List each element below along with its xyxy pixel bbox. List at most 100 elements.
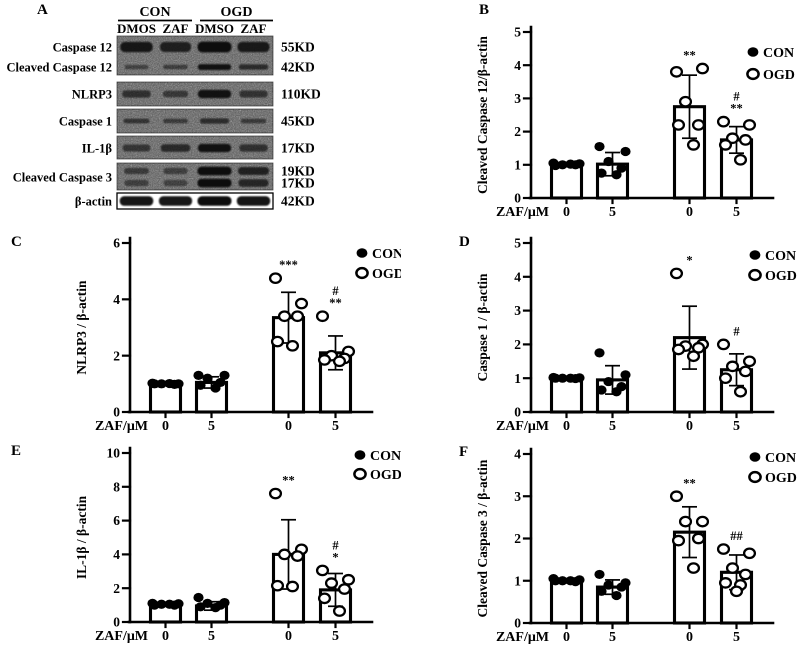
blot-band <box>158 196 193 206</box>
y-axis-title: IL-1β / β-actin <box>74 495 89 579</box>
data-point-open <box>315 310 330 323</box>
blot-row-label: β-actin <box>75 195 112 209</box>
data-point-filled <box>164 378 175 389</box>
x-tick-label: 0 <box>563 205 570 220</box>
y-tick-label: 0 <box>113 615 120 630</box>
x-axis-title: ZAF/μM <box>496 630 549 645</box>
y-tick-label: 4 <box>113 547 120 562</box>
data-point-open <box>270 579 285 592</box>
x-tick-label: 0 <box>686 630 693 645</box>
data-point-open <box>268 487 283 500</box>
scatter-points <box>315 564 356 617</box>
data-point-open <box>718 372 733 385</box>
data-point-filled <box>557 576 568 586</box>
legend-marker-filled-circle <box>356 248 368 258</box>
y-tick-label: 2 <box>514 531 521 546</box>
blot-band <box>197 64 232 70</box>
blot-group-header: OGD <box>221 5 253 20</box>
data-point-open <box>738 365 753 378</box>
data-point-filled <box>596 586 607 596</box>
blot-band <box>120 41 153 53</box>
x-tick-label: 0 <box>563 419 570 434</box>
scatter-points <box>268 487 309 593</box>
scatter-points <box>716 543 757 598</box>
blot-band <box>122 90 151 98</box>
x-tick-label: 5 <box>332 629 339 644</box>
data-point-open <box>270 335 285 348</box>
y-tick-label: 1 <box>514 371 521 386</box>
blot-band <box>237 41 270 53</box>
data-point-filled <box>550 160 561 171</box>
significance-annotation: # <box>332 538 339 552</box>
molecular-weight-label: 55KD <box>281 40 315 55</box>
scatter-points <box>594 141 631 180</box>
blot-row-label: Cleaved Caspase 12 <box>6 61 112 75</box>
data-point-filled <box>596 385 607 395</box>
legend-marker-open-circle <box>353 467 367 481</box>
significance-annotation: ** <box>683 476 696 490</box>
significance-annotation: ** <box>683 49 696 63</box>
data-point-open <box>671 343 686 356</box>
data-point-open <box>285 580 300 593</box>
data-point-filled <box>210 383 221 393</box>
y-tick-label: 6 <box>113 236 120 251</box>
data-point-filled <box>202 373 213 383</box>
error-bar <box>682 505 697 559</box>
y-tick-label: 6 <box>113 513 120 528</box>
panel-letter-c: C <box>11 234 22 250</box>
panel-letter-e: E <box>11 443 22 459</box>
legend-marker-filled-circle <box>747 47 759 57</box>
data-point-filled <box>603 580 614 590</box>
blot-band <box>122 144 151 152</box>
legend-marker-filled-circle <box>749 452 761 462</box>
x-tick-label: 5 <box>208 629 215 644</box>
legend-marker-filled-circle <box>354 450 366 460</box>
scatter-points <box>193 592 230 613</box>
blot-band <box>197 41 232 53</box>
data-point-open <box>733 153 748 166</box>
data-point-filled <box>616 163 627 173</box>
legend-label: OGD <box>765 471 797 486</box>
data-point-filled <box>611 170 622 180</box>
data-point-open <box>738 568 753 581</box>
error-bar <box>682 74 697 140</box>
legend-label: CON <box>370 449 401 464</box>
data-point-open <box>695 515 710 528</box>
scatter-points <box>268 272 309 352</box>
molecular-weight-label: 17KD <box>281 141 315 156</box>
data-point-filled <box>550 576 561 586</box>
blot-box <box>116 192 274 210</box>
x-tick-label: 5 <box>609 419 616 434</box>
y-axis-title: Cleaved Caspase 3 / β-actin <box>475 459 490 617</box>
x-tick-label: 5 <box>609 205 616 220</box>
y-tick-label: 0 <box>514 405 521 420</box>
blot-band <box>124 179 149 187</box>
data-point-filled <box>149 379 160 389</box>
data-point-open <box>691 532 706 545</box>
data-point-open <box>277 310 292 323</box>
x-tick-label: 5 <box>733 205 740 220</box>
legend-marker-filled-circle <box>749 250 761 260</box>
y-tick-label: 8 <box>113 479 120 494</box>
data-point-open <box>716 338 731 351</box>
data-point-open <box>324 577 339 589</box>
data-point-filled <box>193 370 204 380</box>
data-point-filled <box>611 387 622 397</box>
y-tick-label: 5 <box>514 236 521 251</box>
scatter-points <box>669 62 710 151</box>
blot-band <box>197 143 232 153</box>
legend-label: CON <box>765 249 796 264</box>
x-tick-label: 0 <box>162 419 169 434</box>
y-tick-label: 3 <box>514 91 521 106</box>
data-point-open <box>729 585 744 598</box>
legend-label: OGD <box>372 267 401 282</box>
x-tick-label: 0 <box>686 205 693 220</box>
x-axis-title: ZAF/μM <box>95 419 148 434</box>
blot-row-label: IL-1β <box>82 142 113 156</box>
significance-annotation: ** <box>329 296 342 310</box>
x-tick-label: 0 <box>285 419 292 434</box>
data-point-open <box>277 548 292 561</box>
x-tick-label: 0 <box>162 629 169 644</box>
data-point-filled <box>616 582 627 592</box>
